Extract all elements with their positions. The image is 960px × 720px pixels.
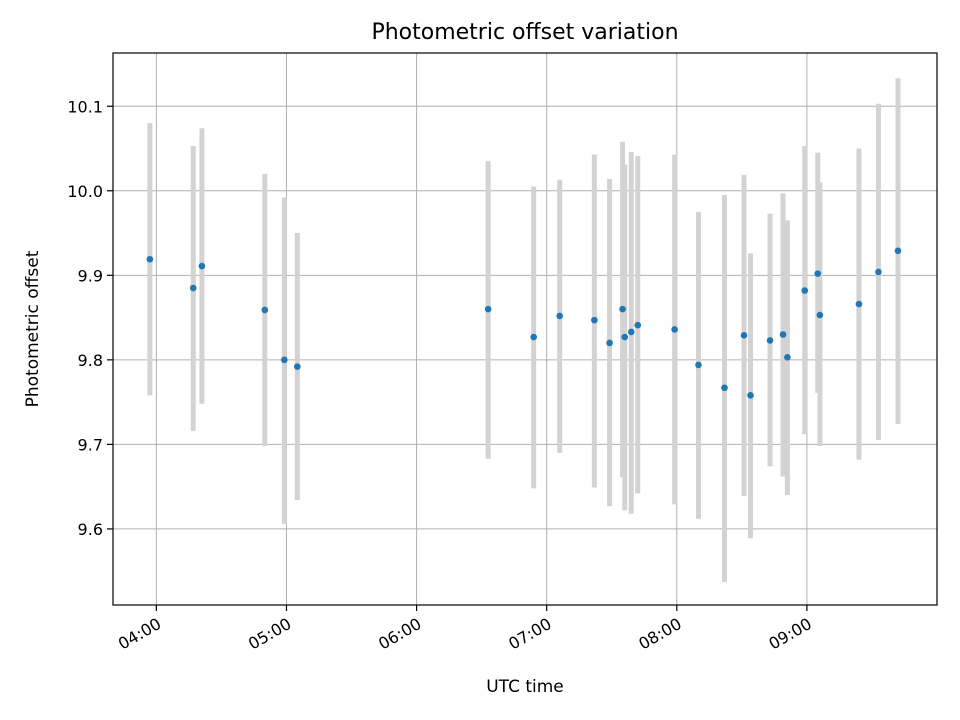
data-point — [814, 270, 822, 277]
data-point — [816, 311, 824, 319]
data-point — [484, 305, 492, 313]
data-point — [695, 361, 702, 369]
y-tick-label: 10.0 — [67, 182, 103, 201]
data-point — [855, 300, 863, 308]
data-point — [784, 354, 791, 361]
y-tick-label: 9.8 — [78, 351, 103, 370]
data-point — [606, 339, 613, 347]
data-point — [627, 328, 635, 336]
data-point — [619, 305, 626, 313]
y-tick-label: 9.9 — [78, 266, 103, 285]
data-points — [146, 247, 902, 399]
data-point — [530, 333, 537, 341]
data-point — [894, 247, 902, 255]
data-point — [671, 326, 678, 333]
data-point — [621, 333, 629, 341]
y-axis-label: Photometric offset — [23, 250, 43, 407]
data-point — [556, 312, 563, 320]
data-point — [721, 384, 728, 392]
y-tick-label: 10.1 — [67, 97, 103, 116]
data-point — [281, 356, 288, 364]
y-axis-ticks: 9.6 9.7 9.8 9.9 10.0 10.1 — [67, 97, 113, 539]
x-axis-label: UTC time — [486, 677, 564, 697]
data-point — [740, 332, 748, 339]
y-tick-label: 9.7 — [78, 435, 103, 454]
data-point — [875, 268, 882, 276]
data-point — [591, 316, 598, 324]
chart-title: Photometric offset variation — [371, 20, 678, 45]
plot-area-frame — [112, 52, 938, 606]
data-point — [747, 392, 754, 399]
data-point — [766, 337, 774, 344]
y-tick-label: 9.6 — [78, 520, 103, 539]
data-point — [634, 321, 642, 329]
data-point — [261, 306, 269, 314]
data-point — [146, 255, 154, 263]
data-point — [198, 262, 206, 270]
data-point — [189, 284, 197, 292]
data-point — [779, 331, 787, 338]
data-point — [801, 287, 809, 294]
data-point — [294, 363, 301, 370]
